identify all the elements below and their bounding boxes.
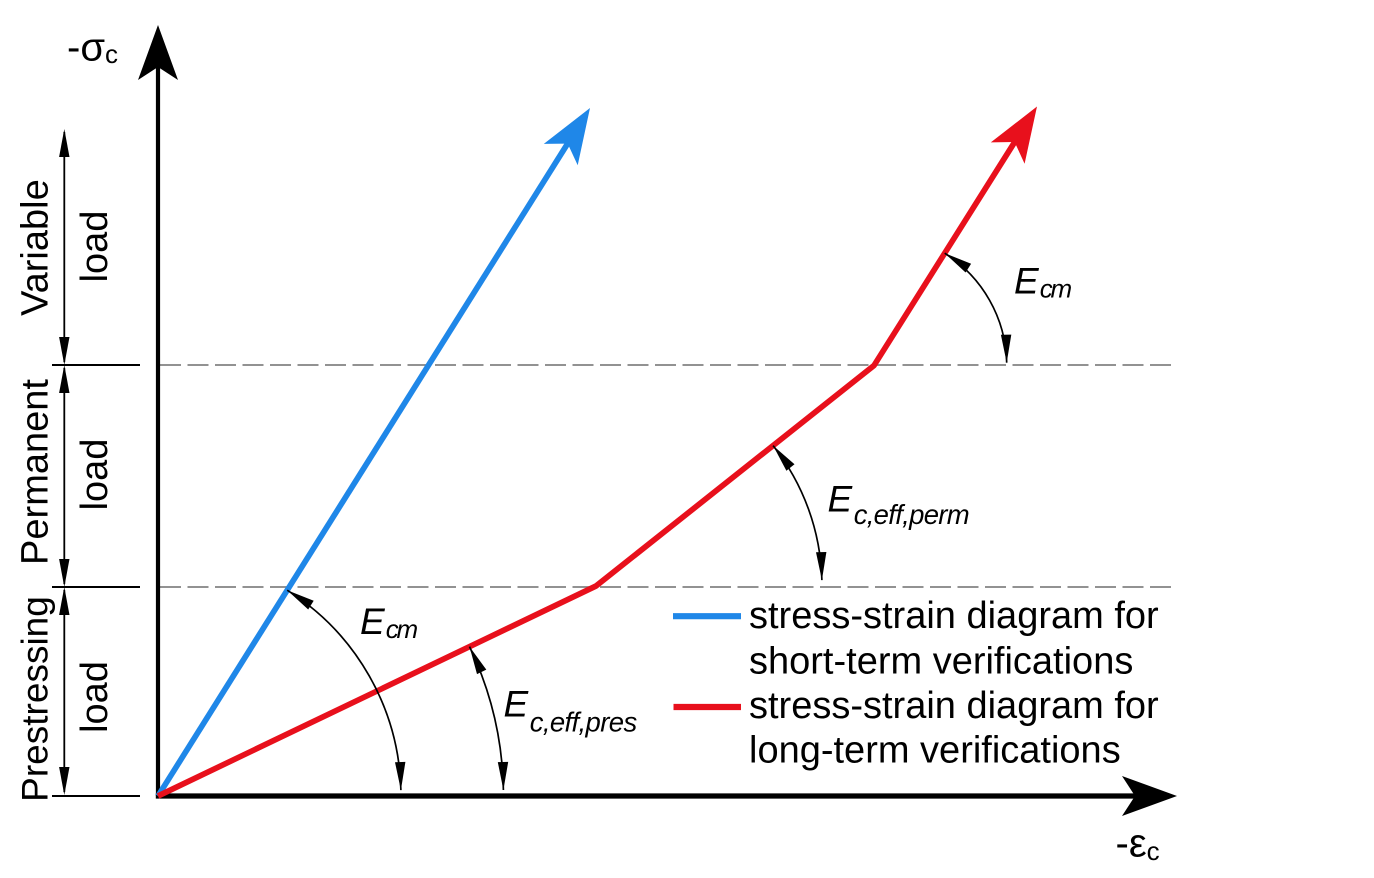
svg-text:short-term verifications: short-term verifications bbox=[749, 641, 1133, 683]
svg-text:long-term verifications: long-term verifications bbox=[749, 730, 1121, 772]
svg-text:Permanent: Permanent bbox=[15, 379, 57, 565]
svg-text:stress-strain diagram for: stress-strain diagram for bbox=[749, 685, 1159, 727]
svg-text:Variable: Variable bbox=[15, 179, 57, 316]
svg-text:load: load bbox=[74, 661, 116, 733]
svg-text:load: load bbox=[74, 211, 116, 283]
svg-text:stress-strain diagram for: stress-strain diagram for bbox=[749, 595, 1159, 637]
svg-text:Prestressing: Prestressing bbox=[15, 596, 56, 802]
svg-text:load: load bbox=[74, 439, 116, 511]
